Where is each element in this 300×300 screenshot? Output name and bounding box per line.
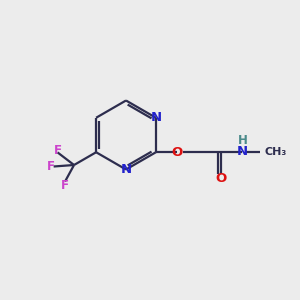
Text: O: O xyxy=(215,172,226,185)
Text: F: F xyxy=(47,160,55,173)
Text: O: O xyxy=(172,146,183,159)
Text: CH₃: CH₃ xyxy=(265,147,287,157)
Text: H: H xyxy=(238,134,248,147)
Text: N: N xyxy=(150,111,161,124)
Text: N: N xyxy=(237,145,248,158)
Text: N: N xyxy=(120,163,132,176)
Text: F: F xyxy=(53,143,62,157)
Text: F: F xyxy=(61,178,69,192)
